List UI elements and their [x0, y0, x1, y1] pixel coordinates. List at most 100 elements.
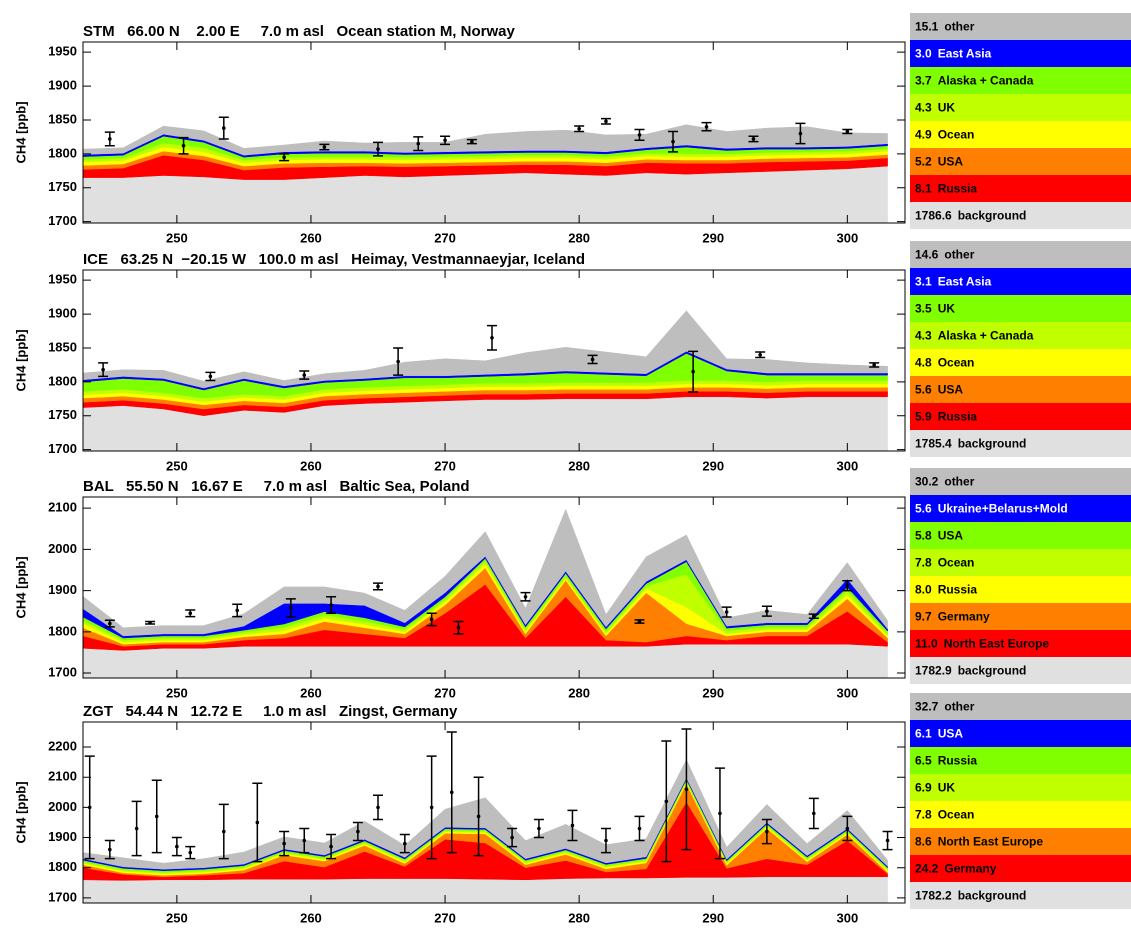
- x-tick-label: 260: [300, 458, 322, 473]
- legend-value: 5.8: [915, 529, 932, 543]
- legend-entry: 11.0 North East Europe: [915, 637, 1049, 651]
- legend-swatch: [910, 828, 1131, 855]
- observation: [845, 583, 850, 588]
- legend-swatch: [910, 148, 1131, 175]
- plot-frame: [82, 721, 906, 904]
- legend-swatch: [910, 322, 1131, 349]
- legend-name: UK: [938, 302, 956, 316]
- observation: [577, 126, 581, 131]
- legend-name: background: [958, 664, 1027, 678]
- legend-swatch: [910, 268, 1131, 295]
- observation: [429, 617, 434, 622]
- panel-title: ICE 63.25 N −20.15 W 100.0 m asl Heimay,…: [83, 251, 585, 268]
- legend-name: Russia: [938, 583, 978, 597]
- x-tick-label: 290: [702, 458, 724, 473]
- observation: [724, 610, 729, 614]
- observation: [449, 790, 454, 795]
- legend-value: 5.9: [915, 410, 932, 424]
- legend-entry: 4.3 Alaska + Canada: [915, 329, 1034, 343]
- legend-name: other: [944, 475, 974, 489]
- y-tick-label: 1850: [48, 339, 77, 354]
- legend-entry: 24.2 Germany: [915, 862, 997, 876]
- legend-swatch: [910, 495, 1131, 522]
- legend-entry: 5.6 USA: [915, 383, 963, 397]
- observation: [885, 838, 890, 843]
- legend-name: Alaska + Canada: [938, 329, 1034, 343]
- legend-name: background: [958, 209, 1027, 223]
- legend-swatch: [910, 693, 1131, 720]
- legend-name: North East Europe: [944, 637, 1050, 651]
- legend-name: Germany: [944, 862, 996, 876]
- observation: [590, 357, 595, 362]
- observation: [798, 131, 803, 136]
- observation: [322, 145, 327, 149]
- legend-swatch: [910, 576, 1131, 603]
- observation: [718, 811, 722, 816]
- plot-frame: [82, 41, 906, 224]
- legend-swatch: [910, 657, 1131, 684]
- x-tick-label: 260: [300, 685, 322, 700]
- observation: [537, 826, 541, 831]
- legend-swatch: [910, 801, 1131, 828]
- observation: [704, 124, 709, 129]
- legend-name: Russia: [938, 182, 978, 196]
- y-tick-label: 1700: [48, 889, 77, 904]
- legend-swatch: [910, 241, 1131, 268]
- legend-entry: 8.0 Russia: [915, 583, 977, 597]
- x-tick-label: 270: [434, 458, 456, 473]
- legend-value: 7.8: [915, 808, 932, 822]
- legend-value: 30.2: [915, 475, 939, 489]
- observation: [134, 826, 139, 831]
- legend-entry: 8.6 North East Europe: [915, 835, 1043, 849]
- panel: 1700 1800 1900 2000 2100 250 260 270 280 290 300 BA…: [13, 478, 906, 700]
- legend-value: 5.6: [915, 502, 932, 516]
- x-tick-label: 300: [836, 910, 858, 925]
- observation: [282, 841, 286, 846]
- legend-value: 9.7: [915, 610, 932, 624]
- legend-value: 32.7: [915, 700, 939, 714]
- panel: 1700 1750 1800 1850 1900 1950 250 260 270 280 290 3…: [13, 23, 906, 245]
- observation: [175, 844, 179, 849]
- area-background: [83, 643, 888, 678]
- legend-name: Germany: [938, 610, 990, 624]
- x-tick-label: 300: [836, 685, 858, 700]
- y-tick-label: 1900: [48, 829, 77, 844]
- legend-swatch: [910, 720, 1131, 747]
- y-tick-label: 1800: [48, 623, 77, 638]
- area-source: [83, 124, 888, 156]
- observation: [671, 139, 675, 144]
- x-tick-label: 270: [434, 685, 456, 700]
- y-tick-label: 1950: [48, 272, 77, 287]
- legend-name: Alaska + Canada: [938, 74, 1034, 88]
- x-tick-label: 270: [434, 910, 456, 925]
- x-tick-label: 250: [166, 685, 188, 700]
- observation: [108, 137, 112, 141]
- observation: [758, 352, 762, 357]
- legend-value: 1782.2: [915, 889, 952, 903]
- legend-name: Ocean: [938, 808, 975, 822]
- legend-swatch: [910, 67, 1131, 94]
- observation: [443, 138, 447, 143]
- y-tick-label: 2000: [48, 541, 77, 556]
- observation: [329, 603, 333, 607]
- observation: [108, 847, 112, 852]
- legend-name: USA: [938, 529, 964, 543]
- legend-name: other: [944, 20, 974, 34]
- y-tick-label: 1700: [48, 441, 77, 456]
- observation: [396, 359, 400, 364]
- observation: [108, 621, 112, 626]
- y-tick-label: 1700: [48, 213, 77, 228]
- observation: [765, 829, 769, 834]
- legend-value: 3.0: [915, 47, 932, 61]
- legend-entry: 32.7 other: [915, 700, 975, 714]
- y-tick-label: 1900: [48, 78, 77, 93]
- x-tick-label: 300: [836, 458, 858, 473]
- legend-name: North East Europe: [938, 835, 1044, 849]
- x-tick-label: 290: [702, 910, 724, 925]
- y-tick-label: 1950: [48, 44, 77, 59]
- x-tick-label: 280: [568, 910, 590, 925]
- observation: [376, 584, 380, 589]
- x-tick-label: 280: [568, 230, 590, 245]
- legend-name: USA: [938, 383, 964, 397]
